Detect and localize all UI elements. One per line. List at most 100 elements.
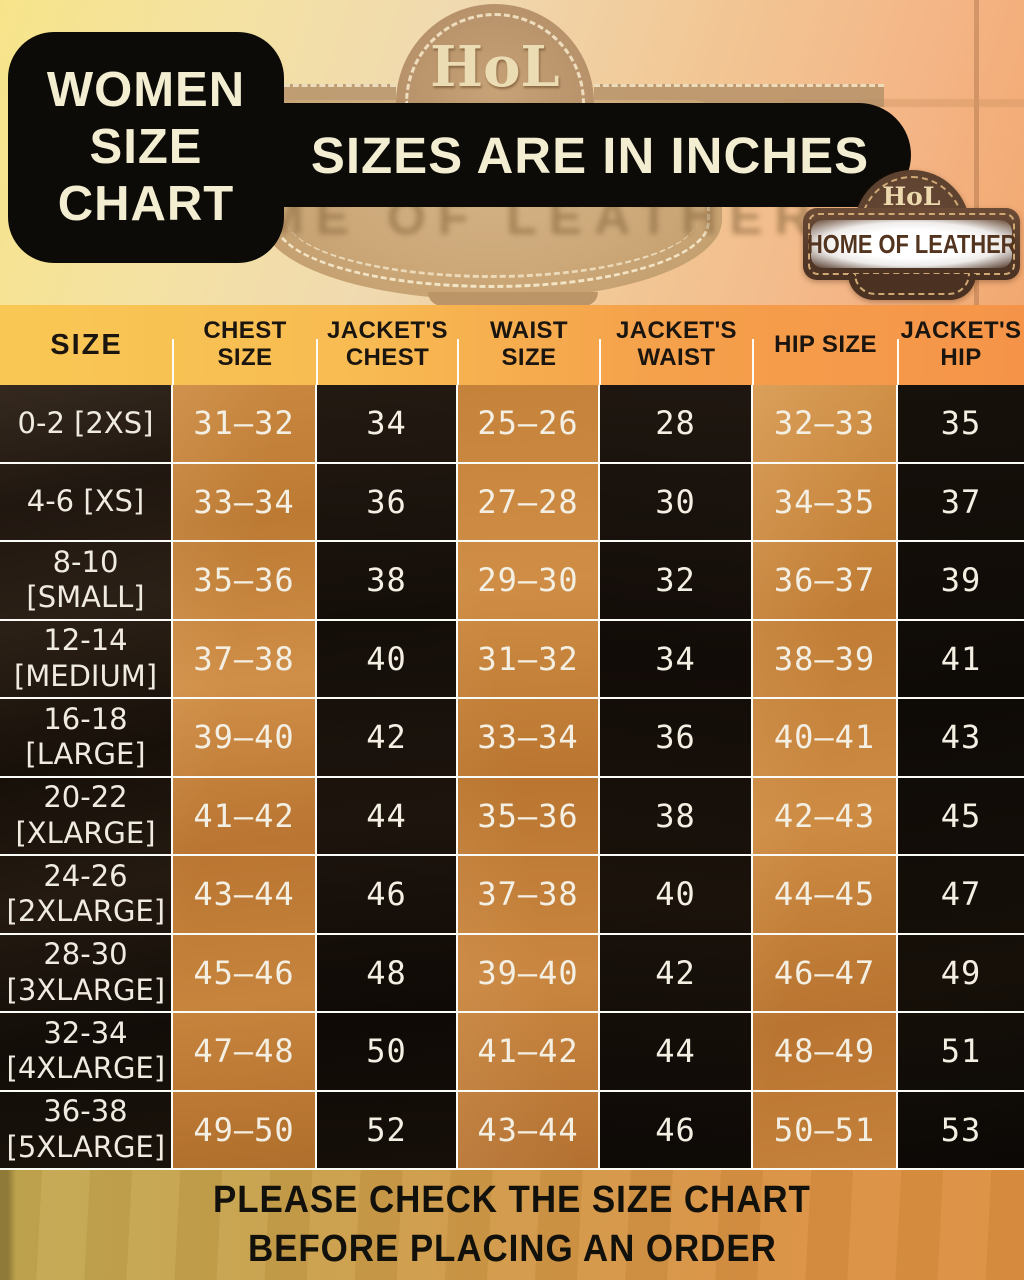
column-header-text: HIP SIZE xyxy=(774,330,877,358)
measurement-cell: 29–30 xyxy=(458,542,600,619)
measurement-value: 35 xyxy=(940,404,982,443)
measurement-cell: 46 xyxy=(600,1091,753,1168)
measurement-cell: 45 xyxy=(898,778,1024,855)
measurement-value: 40–41 xyxy=(773,718,876,757)
column-strip-jacket-hip xyxy=(898,385,1024,1170)
size-label-text: 0-2 [2XS] xyxy=(17,405,154,440)
measurement-value: 43–44 xyxy=(477,1110,579,1149)
measurement-value: 47–48 xyxy=(193,1032,295,1071)
measurement-cell: 40–41 xyxy=(753,699,898,776)
units-banner-text: SIZES ARE IN INCHES xyxy=(310,126,870,184)
column-header-text: WAIST SIZE xyxy=(490,317,568,371)
size-label-cell: 24-26 [2XLARGE] xyxy=(0,856,173,933)
measurement-value: 29–30 xyxy=(477,561,579,600)
size-label-cell: 32-34 [4XLARGE] xyxy=(0,1013,173,1090)
measurement-cell: 39–40 xyxy=(458,934,600,1011)
measurement-value: 49–50 xyxy=(193,1110,295,1149)
measurement-cell: 41–42 xyxy=(458,1013,600,1090)
measurement-cell: 41–42 xyxy=(173,777,317,854)
measurement-value: 46 xyxy=(366,875,407,914)
title-line-3: CHART xyxy=(57,177,235,232)
measurement-value: 36–37 xyxy=(773,561,876,600)
measurement-cell: 32–33 xyxy=(753,385,898,462)
measurement-value: 38–39 xyxy=(773,639,876,678)
measurement-cell: 52 xyxy=(317,1091,458,1168)
measurement-cell: 28 xyxy=(600,385,753,462)
column-strip-jacket-waist xyxy=(600,385,753,1170)
measurement-cell: 35 xyxy=(898,385,1024,462)
table-row: 4-6 [XS] 33–34 36 27–28 30 34–35 37 xyxy=(0,463,1024,542)
measurement-value: 42 xyxy=(655,953,696,992)
measurement-value: 44 xyxy=(366,796,407,835)
measurement-value: 33–34 xyxy=(477,718,579,757)
measurement-cell: 37 xyxy=(898,464,1024,541)
measurement-value: 35–36 xyxy=(477,796,579,835)
title-badge: WOMEN SIZE CHART xyxy=(8,32,284,263)
measurement-cell: 43–44 xyxy=(173,856,317,933)
size-label-cell: 12-14 [MEDIUM] xyxy=(0,620,173,697)
measurement-cell: 47–48 xyxy=(173,1013,317,1090)
title-line-2: SIZE xyxy=(89,119,203,174)
measurement-value: 41–42 xyxy=(477,1032,579,1071)
sign-dome: HoL xyxy=(396,4,594,104)
measurement-cell: 38 xyxy=(600,777,753,854)
measurement-cell: 50 xyxy=(317,1013,458,1090)
measurement-value: 47 xyxy=(940,875,982,914)
size-label-text: 8-10 [SMALL] xyxy=(26,544,145,615)
table-header-row: SIZE CHEST SIZE JACKET'S CHEST WAIST SIZE JA… xyxy=(0,305,1024,385)
column-strip-hip xyxy=(753,385,898,1170)
measurement-value: 36 xyxy=(655,718,696,757)
measurement-value: 31–32 xyxy=(193,404,295,443)
column-strip-jacket-chest xyxy=(317,385,458,1170)
measurement-value: 37–38 xyxy=(193,639,295,678)
measurement-value: 40 xyxy=(655,875,696,914)
column-header: CHEST SIZE xyxy=(173,305,318,385)
measurement-cell: 44–45 xyxy=(753,856,898,933)
column-header: WAIST SIZE xyxy=(458,305,601,385)
measurement-cell: 36 xyxy=(600,699,753,776)
footer-line-1: PLEASE CHECK THE SIZE CHART xyxy=(213,1179,811,1221)
measurement-cell: 38 xyxy=(317,542,458,619)
column-strip-chest xyxy=(173,385,317,1170)
table-row: 20-22 [XLARGE] 41–42 44 35–36 38 42–43 45 xyxy=(0,777,1024,856)
column-header-text: JACKET'S CHEST xyxy=(327,317,448,371)
measurement-value: 44 xyxy=(655,1032,696,1071)
size-label-text: 28-30 [3XLARGE] xyxy=(6,937,166,1007)
measurement-value: 39–40 xyxy=(193,718,295,757)
measurement-value: 49 xyxy=(940,953,982,992)
table-row: 28-30 [3XLARGE] 45–46 48 39–40 42 46–47 49 xyxy=(0,934,1024,1013)
measurement-value: 25–26 xyxy=(477,404,579,443)
measurement-value: 34 xyxy=(366,404,407,443)
measurement-value: 36 xyxy=(366,482,407,521)
measurement-cell: 49–50 xyxy=(173,1091,317,1168)
measurement-cell: 34 xyxy=(317,385,458,462)
measurement-cell: 48–49 xyxy=(753,1013,898,1090)
measurement-value: 32 xyxy=(655,561,696,600)
measurement-cell: 38–39 xyxy=(753,620,898,697)
measurement-value: 30 xyxy=(655,482,696,521)
measurement-cell: 34–35 xyxy=(753,463,898,540)
sign-monogram-text: HoL xyxy=(430,34,560,100)
measurement-cell: 46 xyxy=(317,856,458,933)
column-backgrounds xyxy=(0,385,1024,1170)
measurement-cell: 43–44 xyxy=(458,1091,600,1168)
measurement-value: 39–40 xyxy=(477,953,579,992)
measurement-cell: 43 xyxy=(898,699,1024,776)
column-header: HIP SIZE xyxy=(753,305,899,385)
measurement-cell: 30 xyxy=(600,463,753,540)
measurement-value: 39 xyxy=(940,561,982,600)
measurement-value: 51 xyxy=(940,1032,982,1071)
measurement-value: 48–49 xyxy=(773,1032,876,1071)
size-label-cell: 20-22 [XLARGE] xyxy=(0,777,173,854)
measurement-cell: 48 xyxy=(317,934,458,1011)
measurement-value: 43–44 xyxy=(193,875,295,914)
measurement-cell: 35–36 xyxy=(458,777,600,854)
measurement-value: 53 xyxy=(940,1110,982,1149)
brand-monogram: HoL xyxy=(882,182,941,211)
column-header: JACKET'S WAIST xyxy=(600,305,754,385)
size-label-text: 20-22 [XLARGE] xyxy=(15,780,156,850)
measurement-value: 41–42 xyxy=(193,796,295,835)
measurement-value: 35–36 xyxy=(193,561,295,600)
stitch-border xyxy=(853,274,970,295)
size-label-text: 12-14 [MEDIUM] xyxy=(13,623,158,693)
